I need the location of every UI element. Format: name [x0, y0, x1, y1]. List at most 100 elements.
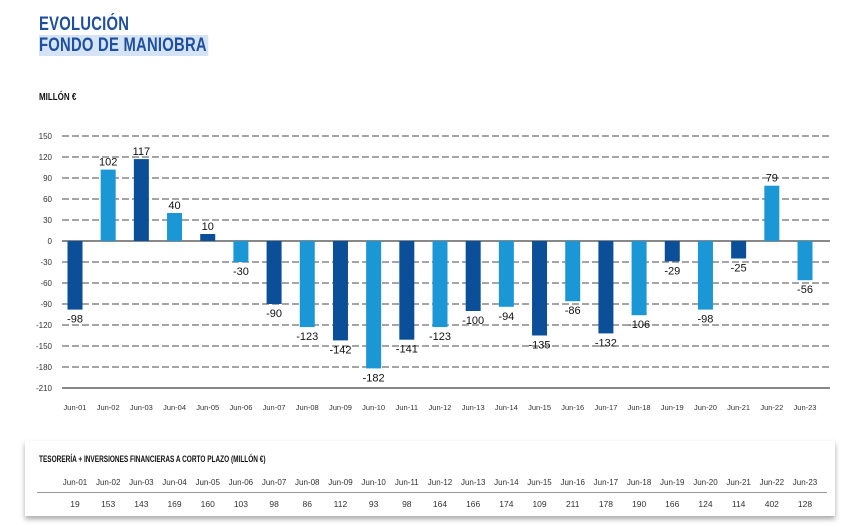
x-tick-label: Jun-17: [594, 403, 617, 412]
x-tick-label: Jun-05: [196, 403, 219, 412]
bar: [266, 241, 282, 304]
y-tick-label: -90: [40, 300, 52, 309]
data-label: 102: [99, 157, 117, 169]
y-tick-label: -150: [36, 342, 53, 351]
y-tick-label: -120: [36, 321, 53, 330]
data-label: -25: [731, 263, 747, 275]
bar: [764, 185, 780, 241]
table-header-cell: Jun-23: [792, 478, 818, 487]
x-tick-label: Jun-11: [396, 403, 418, 412]
table-value-cell: 190: [631, 499, 647, 509]
bar: [731, 241, 747, 259]
bar: [299, 241, 315, 328]
y-tick-label: -180: [36, 363, 53, 372]
x-tick-label: Jun-01: [64, 403, 87, 412]
x-tick-label: Jun-21: [727, 403, 750, 412]
data-label: 79: [766, 173, 778, 185]
bar: [167, 213, 183, 241]
table-header-cell: Jun-11: [394, 478, 419, 487]
table-value-cell: 164: [432, 499, 448, 509]
x-tick-label: Jun-13: [462, 403, 485, 412]
y-tick-label: -60: [40, 279, 52, 288]
data-label: -56: [797, 284, 813, 296]
table-value-cell: 143: [134, 499, 149, 509]
y-tick-label: 120: [39, 153, 53, 162]
data-label: -100: [462, 315, 484, 327]
data-label: 10: [202, 221, 214, 233]
x-tick-label: Jun-06: [229, 403, 252, 412]
bar: [631, 241, 647, 316]
table-header-cell: Jun-05: [195, 478, 220, 487]
table-value-cell: 160: [200, 499, 215, 509]
x-tick-label: Jun-19: [661, 403, 684, 412]
x-tick-label: Jun-23: [794, 403, 817, 412]
treasury-table: TESORERÍA + INVERSIONES FINANCIERAS A CO…: [25, 441, 835, 516]
bar: [664, 241, 680, 262]
table-header-cell: Jun-04: [162, 478, 187, 487]
table-header-cell: Jun-09: [328, 478, 353, 487]
table-header-cell: Jun-20: [693, 478, 718, 487]
data-label: -98: [698, 314, 714, 326]
data-label: -94: [498, 311, 514, 323]
table-value-cell: 178: [598, 499, 613, 509]
bar: [565, 241, 581, 302]
table-header-cell: Jun-15: [527, 478, 552, 487]
table-header-cell: Jun-14: [494, 478, 519, 487]
x-tick-label: Jun-08: [296, 403, 319, 412]
x-tick-label: Jun-22: [760, 403, 783, 412]
y-tick-label: 60: [43, 195, 52, 204]
bar: [67, 241, 83, 310]
table-header-cell: Jun-18: [626, 478, 652, 487]
table-title: TESORERÍA + INVERSIONES FINANCIERAS A CO…: [39, 454, 266, 464]
table-value-cell: 109: [532, 499, 547, 509]
table-value-cell: 114: [731, 499, 746, 509]
table-value-cell: 174: [499, 499, 514, 509]
y-tick-label: 90: [43, 174, 52, 183]
data-label: -30: [233, 266, 249, 278]
table-value-cell: 19: [70, 499, 80, 509]
x-tick-label: Jun-09: [329, 403, 352, 412]
table-header-cell: Jun-08: [295, 478, 320, 487]
y-tick-label: 150: [39, 132, 53, 141]
title-line-1: EVOLUCIÓN: [39, 14, 130, 35]
x-tick-label: Jun-18: [628, 403, 651, 412]
bar: [532, 241, 548, 336]
table-header-cell: Jun-10: [361, 478, 386, 487]
x-tick-label: Jun-03: [130, 403, 153, 412]
y-tick-label: -30: [40, 258, 52, 267]
table-header-cell: Jun-03: [129, 478, 154, 487]
bar-chart: 150 120 90 60 30 0 -30 -60 -90 -120 -150 -180 -210 -9…: [36, 132, 830, 412]
table-header-cell: Jun-07: [261, 478, 287, 487]
data-label: 40: [168, 200, 180, 212]
table-value-cell: 166: [466, 499, 481, 509]
bar: [332, 241, 348, 341]
table-divider: [37, 492, 827, 493]
table-header-cell: Jun-01: [62, 478, 88, 487]
table-value-cell: 112: [333, 499, 348, 509]
table-value-cell: 153: [101, 499, 116, 509]
data-label: -106: [628, 319, 650, 331]
y-tick-label: 0: [48, 237, 53, 246]
bar: [399, 241, 415, 340]
table-value-cell: 402: [764, 499, 779, 509]
bar: [366, 241, 382, 369]
table-value-cell: 98: [269, 499, 279, 509]
bar: [432, 241, 448, 328]
bar: [697, 241, 713, 310]
bar: [797, 241, 813, 281]
data-label: -135: [529, 340, 551, 352]
data-label: -90: [266, 308, 282, 320]
x-tick-label: Jun-20: [694, 403, 717, 412]
x-tick-label: Jun-14: [495, 403, 518, 412]
data-label: -142: [329, 344, 351, 356]
table-header-cell: Jun-02: [95, 478, 121, 487]
table-value-cell: 93: [368, 499, 379, 509]
data-label: -98: [67, 314, 83, 326]
data-label: -123: [429, 331, 451, 343]
table-value-cell: 211: [565, 499, 580, 509]
title-line-2: FONDO DE MANIOBRA: [39, 35, 209, 56]
unit-label: MILLÓN €: [39, 92, 77, 103]
x-tick-label: Jun-15: [528, 403, 551, 412]
table-header-cell: Jun-12: [427, 478, 453, 487]
table-header-cell: Jun-19: [660, 478, 685, 487]
